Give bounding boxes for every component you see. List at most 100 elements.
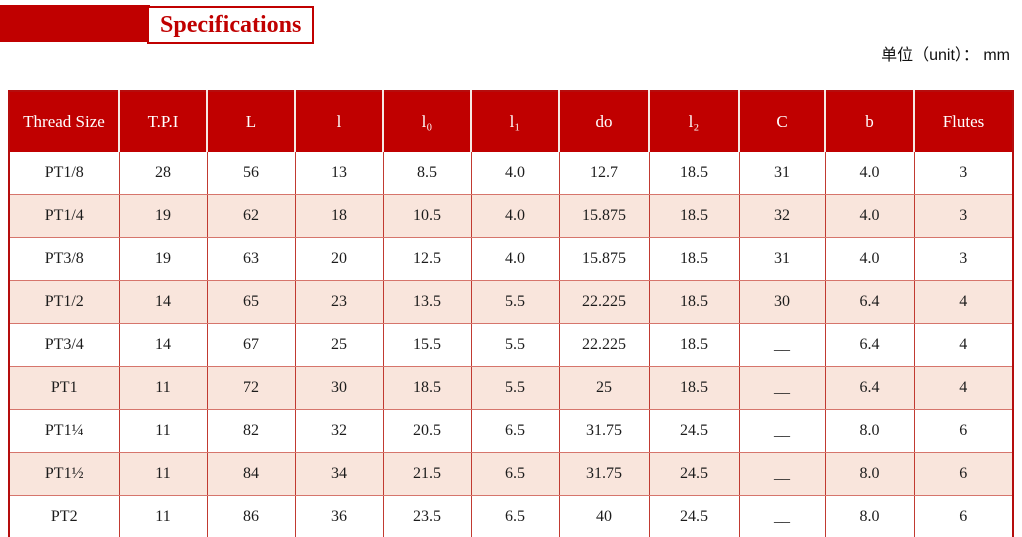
- column-header: l₀: [382, 91, 471, 152]
- value-cell: 11: [118, 366, 208, 410]
- column-header: C: [738, 91, 825, 152]
- value-cell: 11: [118, 409, 208, 453]
- column-header: do: [558, 91, 649, 152]
- column-header: l₂: [648, 91, 739, 152]
- thread-size-cell: PT1/4: [8, 194, 120, 238]
- value-cell: 5.5: [470, 323, 560, 367]
- value-cell: 13.5: [382, 280, 472, 324]
- value-cell: 4.0: [470, 194, 560, 238]
- table-body: PT1/8 28 56 13 8.5 4.0 12.7 18.5 31 4.0 3 PT1/4 19 62…: [8, 151, 1014, 537]
- table-row: PT3/4 14 67 25 15.5 5.5 22.225 18.5 __ 6.4 4: [8, 323, 1014, 367]
- table-row: PT1 11 72 30 18.5 5.5 25 18.5 __ 6.4 4: [8, 366, 1014, 410]
- value-cell: 8.0: [824, 452, 915, 496]
- value-cell: 15.875: [558, 237, 650, 281]
- value-cell: 14: [118, 323, 208, 367]
- value-cell: 24.5: [648, 452, 740, 496]
- unit-label: 单位（unit）： mm: [881, 47, 1010, 64]
- value-cell: 5.5: [470, 366, 560, 410]
- thread-size-cell: PT1/2: [8, 280, 120, 324]
- table-row: PT3/8 19 63 20 12.5 4.0 15.875 18.5 31 4.0 3: [8, 237, 1014, 281]
- value-cell: 20.5: [382, 409, 472, 453]
- value-cell: 4: [913, 280, 1014, 324]
- value-cell: 6: [913, 409, 1014, 453]
- value-cell: 30: [294, 366, 384, 410]
- value-cell: 18.5: [648, 194, 740, 238]
- table-row: PT1/4 19 62 18 10.5 4.0 15.875 18.5 32 4.0 3: [8, 194, 1014, 238]
- value-cell: 10.5: [382, 194, 472, 238]
- thread-size-cell: PT1: [8, 366, 120, 410]
- value-cell: 23: [294, 280, 384, 324]
- column-header: l₁: [470, 91, 559, 152]
- value-cell: 82: [206, 409, 296, 453]
- value-cell: 3: [913, 151, 1014, 195]
- value-cell: 31: [738, 151, 826, 195]
- value-cell: 6.4: [824, 280, 915, 324]
- value-cell: 18.5: [648, 280, 740, 324]
- value-cell: 4.0: [824, 151, 915, 195]
- column-header: b: [824, 91, 914, 152]
- value-cell: 5.5: [470, 280, 560, 324]
- table-row: PT1¼ 11 82 32 20.5 6.5 31.75 24.5 __ 8.0 6: [8, 409, 1014, 453]
- value-cell: 6.5: [470, 452, 560, 496]
- value-cell: 8.0: [824, 409, 915, 453]
- value-cell: 31: [738, 237, 826, 281]
- value-cell: 40: [558, 495, 650, 537]
- table-row: PT1½ 11 84 34 21.5 6.5 31.75 24.5 __ 8.0 6: [8, 452, 1014, 496]
- value-cell: 18.5: [648, 237, 740, 281]
- value-cell: 31.75: [558, 409, 650, 453]
- value-cell: 24.5: [648, 495, 740, 537]
- value-cell: 18.5: [648, 151, 740, 195]
- value-cell: 32: [738, 194, 826, 238]
- thread-size-cell: PT1½: [8, 452, 120, 496]
- value-cell: 15.5: [382, 323, 472, 367]
- banner-red-bar: [0, 5, 150, 42]
- value-cell: 62: [206, 194, 296, 238]
- value-cell: 11: [118, 452, 208, 496]
- value-cell: 19: [118, 237, 208, 281]
- value-cell: 4.0: [824, 237, 915, 281]
- value-cell: 8.0: [824, 495, 915, 537]
- table-row: PT2 11 86 36 23.5 6.5 40 24.5 __ 8.0 6: [8, 495, 1014, 537]
- value-cell: 4: [913, 323, 1014, 367]
- value-cell: 21.5: [382, 452, 472, 496]
- value-cell: 11: [118, 495, 208, 537]
- value-cell: 56: [206, 151, 296, 195]
- value-cell: 6.5: [470, 409, 560, 453]
- column-header: T.P.I: [118, 91, 207, 152]
- value-cell: 22.225: [558, 323, 650, 367]
- value-cell: 72: [206, 366, 296, 410]
- value-cell: 67: [206, 323, 296, 367]
- value-cell: 12.7: [558, 151, 650, 195]
- value-cell: 6: [913, 452, 1014, 496]
- value-cell: 20: [294, 237, 384, 281]
- value-cell: 18.5: [648, 366, 740, 410]
- value-cell: 4.0: [470, 151, 560, 195]
- value-cell: 6.5: [470, 495, 560, 537]
- value-cell: __: [738, 323, 826, 367]
- value-cell: __: [738, 452, 826, 496]
- thread-size-cell: PT3/8: [8, 237, 120, 281]
- thread-size-cell: PT2: [8, 495, 120, 537]
- value-cell: __: [738, 409, 826, 453]
- value-cell: 3: [913, 237, 1014, 281]
- value-cell: 84: [206, 452, 296, 496]
- value-cell: 6.4: [824, 323, 915, 367]
- value-cell: 19: [118, 194, 208, 238]
- value-cell: 8.5: [382, 151, 472, 195]
- thread-size-cell: PT3/4: [8, 323, 120, 367]
- value-cell: 14: [118, 280, 208, 324]
- value-cell: 25: [558, 366, 650, 410]
- value-cell: 15.875: [558, 194, 650, 238]
- value-cell: 3: [913, 194, 1014, 238]
- value-cell: 32: [294, 409, 384, 453]
- column-header: L: [206, 91, 295, 152]
- value-cell: 18.5: [382, 366, 472, 410]
- value-cell: 86: [206, 495, 296, 537]
- value-cell: 24.5: [648, 409, 740, 453]
- value-cell: 13: [294, 151, 384, 195]
- value-cell: 22.225: [558, 280, 650, 324]
- value-cell: 4.0: [824, 194, 915, 238]
- value-cell: 36: [294, 495, 384, 537]
